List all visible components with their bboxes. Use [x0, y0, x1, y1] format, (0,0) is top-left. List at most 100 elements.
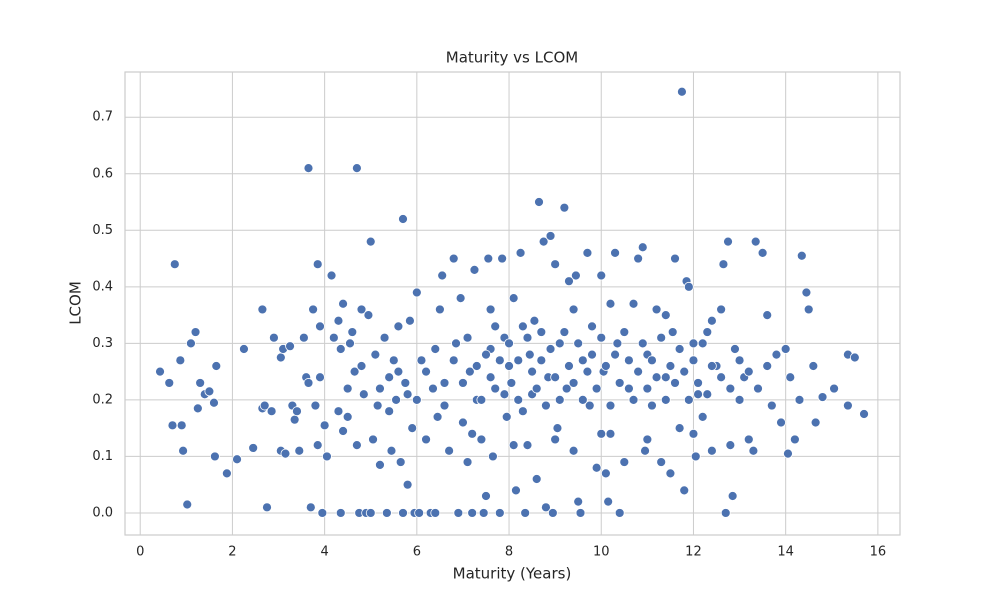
point [515, 248, 526, 258]
point [210, 451, 220, 462]
point [358, 389, 369, 400]
point [402, 479, 413, 490]
point [524, 349, 535, 360]
point [748, 445, 759, 456]
x-tick-label: 16 [870, 545, 887, 560]
chart-title: Maturity vs LCOM [446, 49, 578, 67]
point [568, 445, 579, 456]
point [513, 355, 524, 366]
point [575, 508, 586, 518]
point [665, 361, 676, 371]
point [269, 332, 279, 343]
point [859, 409, 869, 419]
point [706, 361, 717, 371]
point [481, 349, 491, 360]
point [476, 434, 487, 445]
point [375, 459, 385, 470]
point [439, 400, 450, 411]
point [801, 287, 812, 298]
point [723, 236, 733, 247]
point [614, 378, 625, 388]
point [605, 400, 616, 411]
point [810, 417, 821, 428]
point [693, 389, 703, 400]
point [550, 372, 561, 383]
point [531, 474, 542, 484]
point [275, 352, 286, 363]
point [467, 508, 478, 518]
point [596, 428, 607, 439]
point [656, 457, 667, 467]
point [605, 298, 616, 309]
point [453, 508, 464, 518]
point [531, 383, 542, 394]
point [683, 281, 694, 292]
point [803, 304, 814, 315]
point [322, 451, 332, 462]
point [829, 383, 839, 394]
point [647, 400, 657, 411]
point [706, 445, 717, 456]
point [398, 214, 408, 224]
point [169, 259, 180, 270]
point [750, 236, 761, 247]
point [591, 383, 602, 394]
point [600, 468, 611, 479]
point [552, 423, 563, 434]
point [209, 397, 219, 408]
point [411, 287, 422, 298]
point [398, 508, 408, 518]
y-tick-label: 0.7 [92, 110, 113, 125]
point [570, 270, 581, 281]
point [720, 508, 731, 518]
point [365, 236, 376, 247]
point [303, 378, 314, 388]
point [379, 332, 390, 343]
point [849, 352, 860, 363]
point [421, 366, 431, 377]
point [665, 468, 676, 479]
point [718, 259, 729, 270]
point [305, 502, 316, 513]
point [771, 349, 782, 360]
point [520, 508, 531, 518]
point [386, 445, 397, 456]
point [568, 304, 579, 315]
y-tick-label: 0.4 [92, 279, 113, 294]
point [783, 448, 793, 459]
point [582, 366, 593, 377]
point [315, 321, 325, 332]
point [384, 406, 395, 417]
point [285, 341, 295, 352]
point [573, 338, 584, 349]
point [633, 253, 644, 264]
point [647, 355, 657, 366]
point [478, 508, 489, 518]
point [582, 248, 593, 258]
point [370, 349, 381, 360]
point [352, 440, 362, 451]
point [381, 508, 392, 518]
point [517, 321, 528, 332]
x-tick-label: 8 [505, 545, 513, 560]
x-tick-label: 0 [136, 545, 144, 560]
x-tick-label: 4 [320, 545, 328, 560]
point [817, 392, 828, 402]
point [352, 163, 362, 174]
point [554, 394, 565, 405]
point [338, 298, 348, 309]
point [444, 445, 455, 456]
point [388, 355, 399, 366]
point [490, 383, 501, 394]
point [467, 428, 478, 439]
point [564, 361, 574, 371]
point [430, 344, 441, 354]
point [600, 361, 611, 371]
point [522, 332, 533, 343]
point [458, 378, 468, 388]
point [573, 496, 584, 507]
point [534, 197, 544, 207]
point [395, 457, 406, 467]
